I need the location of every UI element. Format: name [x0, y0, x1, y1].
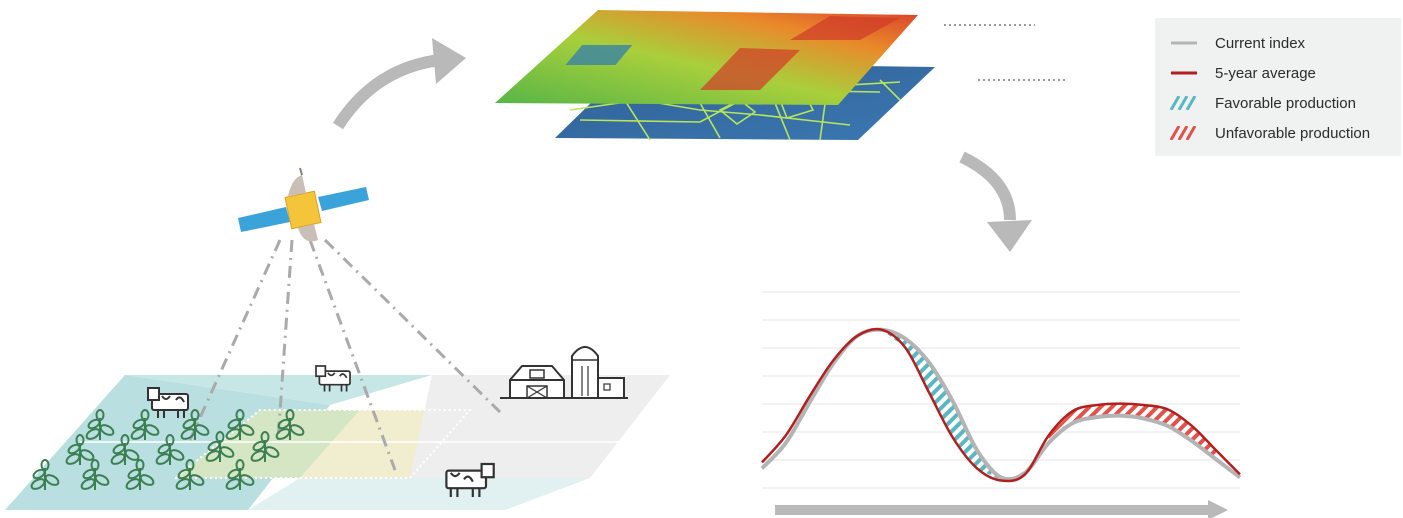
field-teal-upper: [125, 375, 432, 405]
plant-icon: [125, 459, 155, 490]
cow-icon: [315, 365, 351, 392]
field-light-bottom: [248, 478, 590, 510]
current-index-swatch-icon: [1171, 41, 1197, 45]
field-grey-right: [410, 375, 670, 478]
plant-icon: [85, 409, 115, 440]
plant-icon: [130, 409, 160, 440]
silo-icon: [571, 346, 625, 399]
plant-icon: [250, 431, 280, 462]
legend-label: 5-year average: [1215, 64, 1316, 82]
chart-grid: [762, 291, 1240, 489]
arrow-to-imagery: [332, 54, 441, 130]
plants: [30, 409, 305, 490]
plant-icon: [110, 434, 140, 465]
plant-icon: [225, 459, 255, 490]
satellite-beams: [188, 238, 502, 471]
plant-icon: [275, 409, 305, 440]
vegetation-red-patch: [700, 48, 800, 90]
plant-icon: [30, 459, 60, 490]
field-map: [5, 375, 670, 510]
legend: Current index 5-year average Favorable p…: [1155, 18, 1401, 156]
legend-item-unfavorable: Unfavorable production: [1167, 118, 1401, 148]
current-index-line: [760, 327, 1242, 482]
plant-icon: [180, 409, 210, 440]
vegetation-red-patch: [790, 16, 900, 40]
cow-icon: [445, 462, 495, 498]
index-chart: [760, 291, 1242, 518]
arrow-head-imagery: [432, 38, 466, 84]
arrow-to-chart: [959, 151, 1016, 221]
plant-icon: [155, 434, 185, 465]
five-year-average-swatch-icon: [1171, 71, 1197, 75]
plant-icon: [225, 409, 255, 440]
vegetation-blue-patch: [565, 45, 633, 65]
cow-icon: [147, 387, 189, 418]
plant-icon: [175, 459, 205, 490]
arrow-head-chart: [987, 220, 1032, 252]
legend-label: Unfavorable production: [1215, 124, 1371, 142]
legend-label: Current index: [1215, 34, 1306, 52]
legend-label: Favorable production: [1215, 94, 1356, 112]
unfavorable-hatch-icon: [1169, 126, 1197, 140]
chart-points: [761, 329, 1241, 482]
favorable-hatch-icon: [1169, 96, 1197, 110]
legend-item-favorable: Favorable production: [1167, 88, 1401, 118]
imagery-layers: [495, 10, 1068, 141]
barn-icon: [500, 365, 628, 399]
five-year-average-line: [761, 327, 1241, 483]
unfavorable-production-area: [1048, 403, 1217, 460]
legend-item-current-index: Current index: [1167, 28, 1401, 58]
plant-icon: [80, 459, 110, 490]
satellite-icon: [238, 167, 369, 242]
plant-icon: [205, 431, 235, 462]
x-axis-arrowhead: [1208, 500, 1228, 518]
field-green: [175, 410, 360, 478]
field-boundary: [172, 409, 473, 479]
legend-item-five-year-average: 5-year average: [1167, 58, 1401, 88]
plant-icon: [65, 434, 95, 465]
